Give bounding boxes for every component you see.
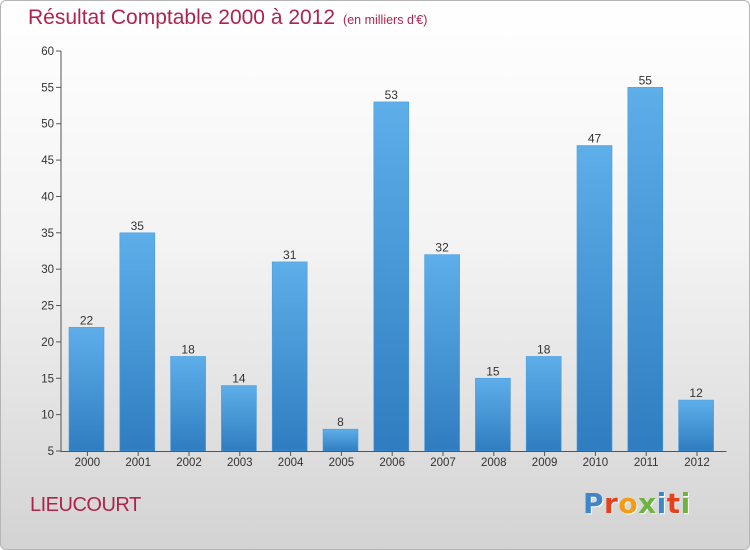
chart-title: Résultat Comptable 2000 à 2012 (en millie…	[28, 6, 428, 29]
y-tick-label: 15	[41, 373, 54, 385]
bar-value-label: 12	[689, 386, 703, 400]
bar-value-label: 47	[588, 132, 602, 146]
bars: 22 35 18 14 31 8 53 32 15 18 47 55 12	[68, 73, 714, 452]
x-tick-label: 2009	[532, 457, 558, 469]
bar-value-label: 35	[131, 219, 145, 233]
commune-name: LIEUCOURT	[30, 494, 141, 516]
y-tick-label: 60	[41, 46, 54, 58]
y-tick-label: 35	[41, 228, 54, 240]
proxiti-logo[interactable]: Proxiti	[583, 487, 691, 520]
bar	[576, 145, 613, 452]
bar-value-label: 32	[435, 241, 449, 255]
bar	[678, 399, 714, 452]
y-tick-label: 25	[41, 301, 54, 313]
y-axis: 5 10 15 20 25 30 35 40 45 50 55 60	[41, 46, 62, 458]
y-tick-label: 10	[41, 410, 54, 422]
bar-value-label: 22	[80, 313, 94, 327]
logo-letter: o	[618, 487, 639, 520]
bar	[68, 327, 105, 452]
logo-letter: P	[583, 487, 605, 520]
y-tick-label: 40	[41, 191, 54, 203]
x-tick-label: 2011	[634, 457, 659, 469]
logo-letter: r	[604, 487, 619, 520]
y-tick-label: 5	[48, 446, 54, 458]
bar-value-label: 8	[337, 415, 344, 429]
x-tick-label: 2003	[227, 457, 253, 469]
x-tick-label: 2002	[176, 457, 202, 469]
y-tick-label: 20	[41, 337, 54, 349]
y-tick-label: 30	[41, 264, 54, 276]
bar-value-label: 55	[639, 73, 653, 87]
bar	[627, 87, 664, 452]
logo-letter: t	[666, 487, 681, 520]
chart-subtitle: (en milliers d'€)	[343, 13, 428, 27]
logo-letter: x	[638, 487, 657, 520]
bar-value-label: 18	[537, 342, 551, 356]
bar	[525, 356, 562, 452]
x-axis: 2000 2001 2002 2003 2004 2005 2006 2007 2008 2009…	[61, 451, 727, 469]
y-tick-label: 50	[41, 119, 54, 131]
logo-letter: i	[656, 487, 667, 520]
x-tick-label: 2008	[481, 457, 507, 469]
bar	[221, 385, 257, 452]
x-tick-label: 2004	[278, 457, 304, 469]
bar-value-label: 18	[181, 342, 195, 356]
bar	[475, 377, 511, 452]
bar	[373, 101, 410, 452]
x-tick-label: 2001	[125, 457, 151, 469]
bar-value-label: 15	[486, 364, 500, 378]
x-tick-label: 2007	[430, 457, 456, 469]
x-tick-label: 2005	[329, 457, 355, 469]
logo-letter: i	[680, 487, 691, 520]
bar	[271, 261, 308, 452]
bar-value-label: 53	[385, 88, 399, 102]
bar-value-label: 14	[232, 372, 246, 386]
x-tick-label: 2010	[583, 457, 609, 469]
y-tick-label: 45	[41, 155, 54, 167]
bar	[170, 356, 206, 452]
bar-value-label: 31	[283, 248, 297, 262]
x-tick-label: 2006	[379, 457, 405, 469]
y-tick-label: 55	[41, 82, 54, 94]
bar	[119, 232, 156, 452]
x-tick-label: 2012	[684, 457, 710, 469]
bar	[424, 254, 460, 452]
bar	[322, 428, 359, 452]
x-tick-label: 2000	[75, 457, 101, 469]
